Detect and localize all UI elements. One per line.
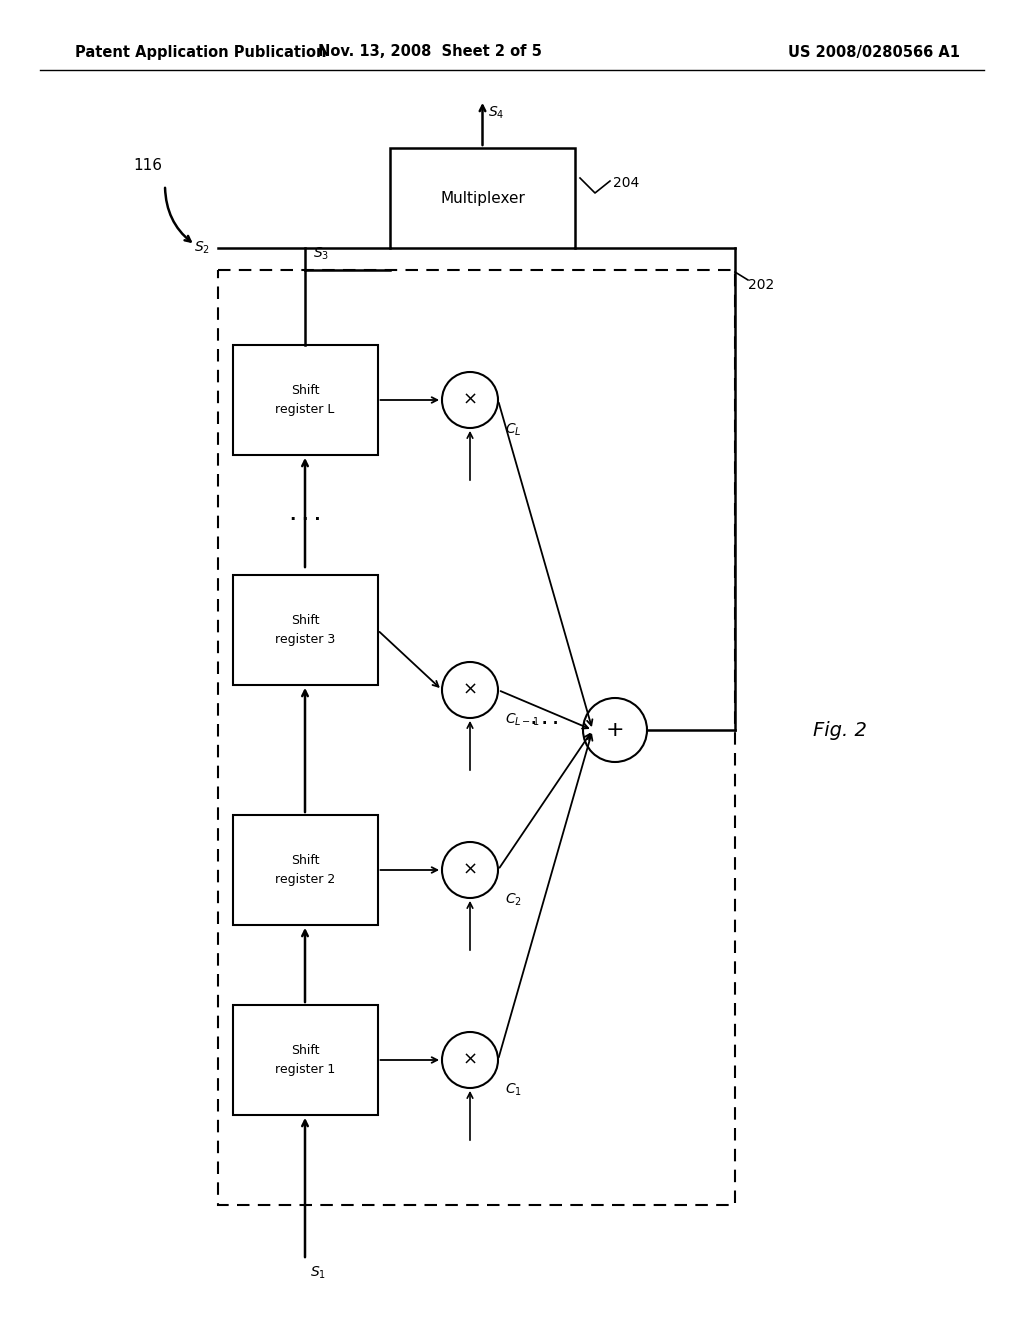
Text: +: + — [605, 719, 625, 741]
Text: Shift
register L: Shift register L — [275, 384, 335, 416]
Text: . . .: . . . — [290, 506, 321, 524]
Text: $C_{L-1}$: $C_{L-1}$ — [505, 711, 540, 729]
Text: $C_2$: $C_2$ — [505, 892, 522, 908]
Text: Fig. 2: Fig. 2 — [813, 721, 867, 739]
Text: $S_4$: $S_4$ — [488, 104, 505, 121]
Text: 202: 202 — [748, 279, 774, 292]
Text: ×: × — [463, 861, 477, 879]
Text: Patent Application Publication: Patent Application Publication — [75, 45, 327, 59]
Bar — [232, 814, 378, 925]
Text: $S_3$: $S_3$ — [313, 246, 329, 261]
Text: $C_1$: $C_1$ — [505, 1082, 522, 1098]
Bar — [218, 271, 735, 1205]
Text: 116: 116 — [133, 157, 163, 173]
Bar — [232, 576, 378, 685]
Bar — [232, 345, 378, 455]
Text: . . .: . . . — [531, 713, 559, 727]
Text: ×: × — [463, 681, 477, 700]
Text: $S_2$: $S_2$ — [194, 240, 210, 256]
Text: $C_L$: $C_L$ — [505, 422, 521, 438]
Bar — [232, 1005, 378, 1115]
Text: 204: 204 — [613, 176, 639, 190]
Text: Nov. 13, 2008  Sheet 2 of 5: Nov. 13, 2008 Sheet 2 of 5 — [318, 45, 542, 59]
Text: $S_1$: $S_1$ — [310, 1265, 326, 1282]
Text: Shift
register 1: Shift register 1 — [274, 1044, 335, 1076]
Text: ×: × — [463, 391, 477, 409]
Text: Shift
register 3: Shift register 3 — [274, 614, 335, 645]
Text: ×: × — [463, 1051, 477, 1069]
Text: Multiplexer: Multiplexer — [440, 190, 525, 206]
Text: US 2008/0280566 A1: US 2008/0280566 A1 — [788, 45, 961, 59]
Bar — [390, 148, 575, 248]
Text: Shift
register 2: Shift register 2 — [274, 854, 335, 886]
